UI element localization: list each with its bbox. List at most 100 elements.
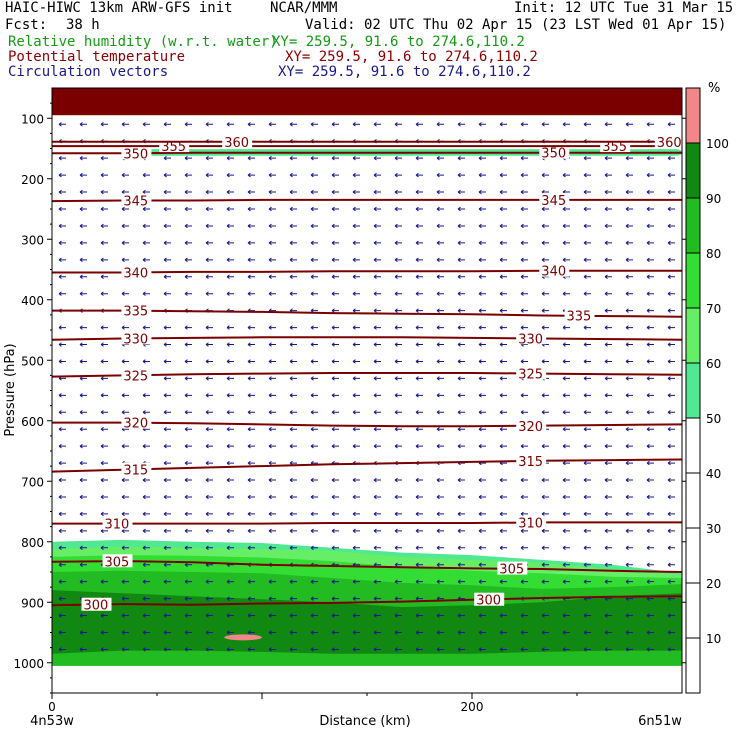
wind-vector	[436, 155, 444, 161]
wind-vector	[289, 189, 297, 195]
wind-vector	[58, 274, 66, 279]
wind-vector	[373, 613, 381, 618]
wind-vector	[205, 393, 213, 398]
wind-vector	[667, 376, 675, 381]
wind-vector	[625, 308, 633, 313]
wind-vector	[436, 291, 444, 296]
wind-vector	[331, 410, 339, 415]
wind-vector	[583, 443, 591, 449]
wind-vector	[79, 511, 87, 517]
wind-vector	[478, 274, 486, 279]
wind-vector	[415, 545, 423, 551]
wind-vector	[289, 359, 297, 364]
wind-vector	[436, 511, 444, 517]
wind-vector	[100, 206, 108, 212]
theta-label: 315	[123, 464, 148, 479]
wind-vector	[520, 647, 528, 652]
wind-vector	[604, 376, 612, 381]
wind-vector	[79, 240, 87, 246]
wind-vector	[205, 240, 213, 246]
wind-vector	[625, 579, 633, 584]
x-left-endpoint: 4n53w	[30, 714, 74, 729]
wind-vector	[646, 376, 654, 381]
wind-vector	[100, 477, 108, 483]
wind-vector	[646, 647, 654, 652]
wind-vector	[562, 528, 570, 534]
wind-vector	[373, 528, 381, 534]
wind-vector	[247, 545, 255, 551]
wind-vector	[478, 257, 486, 263]
wind-vector	[520, 494, 528, 500]
wind-vector	[310, 613, 318, 618]
wind-vector	[310, 393, 318, 398]
wind-vector	[226, 427, 234, 432]
wind-vector	[520, 630, 528, 635]
wind-vector	[373, 342, 381, 347]
wind-vector	[478, 511, 486, 517]
wind-vector	[520, 240, 528, 246]
wind-vector	[394, 291, 402, 296]
wind-vector	[457, 155, 465, 161]
wind-vector	[352, 376, 360, 381]
wind-vector	[373, 579, 381, 584]
wind-vector	[415, 511, 423, 517]
wind-vector	[562, 494, 570, 500]
wind-vector	[247, 511, 255, 517]
wind-vector	[226, 596, 234, 601]
wind-vector	[499, 155, 507, 161]
wind-vector	[478, 393, 486, 398]
field-wind-name: Circulation vectors	[8, 64, 169, 80]
wind-vector	[331, 494, 339, 500]
wind-vector	[331, 443, 339, 449]
wind-vector	[646, 427, 654, 432]
wind-vector	[604, 240, 612, 246]
wind-vector	[457, 206, 465, 212]
wind-vector	[142, 562, 150, 567]
wind-vector	[541, 494, 549, 500]
wind-vector	[541, 613, 549, 618]
wind-vector	[415, 223, 423, 229]
wind-vector	[142, 545, 150, 551]
colorbar-tick-label: 50	[706, 412, 721, 426]
wind-vector	[667, 647, 675, 652]
wind-vector	[121, 359, 129, 364]
wind-vector	[373, 189, 381, 195]
wind-vector	[331, 630, 339, 635]
theta-label: 310	[105, 518, 130, 533]
wind-vector	[289, 613, 297, 618]
wind-vector	[457, 647, 465, 652]
wind-vector	[394, 240, 402, 246]
theta-label: 315	[518, 455, 543, 470]
wind-vector	[331, 342, 339, 347]
wind-vector	[268, 172, 276, 178]
wind-vector	[457, 562, 465, 567]
wind-vector	[394, 511, 402, 517]
wind-vector	[604, 342, 612, 347]
wind-vector	[478, 325, 486, 330]
wind-vector	[100, 545, 108, 551]
wind-vector	[289, 223, 297, 229]
wind-vector	[478, 376, 486, 381]
wind-vector	[583, 122, 591, 127]
wind-vector	[247, 172, 255, 178]
wind-vector	[289, 274, 297, 279]
theta-label-bg	[121, 146, 152, 160]
wind-vector	[646, 308, 654, 313]
wind-vector	[415, 172, 423, 178]
wind-vector	[247, 189, 255, 195]
wind-vector	[247, 155, 255, 161]
wind-vector	[583, 376, 591, 381]
wind-vector	[352, 427, 360, 432]
wind-vector	[247, 223, 255, 229]
wind-vector	[205, 579, 213, 584]
theta-label: 335	[567, 310, 592, 325]
wind-vector	[226, 291, 234, 296]
wind-vector	[184, 172, 192, 178]
wind-vector	[478, 189, 486, 195]
wind-vector	[646, 325, 654, 330]
wind-vector	[499, 528, 507, 534]
wind-vector	[499, 647, 507, 652]
theta-label: 345	[123, 195, 148, 210]
wind-vector	[625, 342, 633, 347]
wind-vector	[415, 257, 423, 263]
